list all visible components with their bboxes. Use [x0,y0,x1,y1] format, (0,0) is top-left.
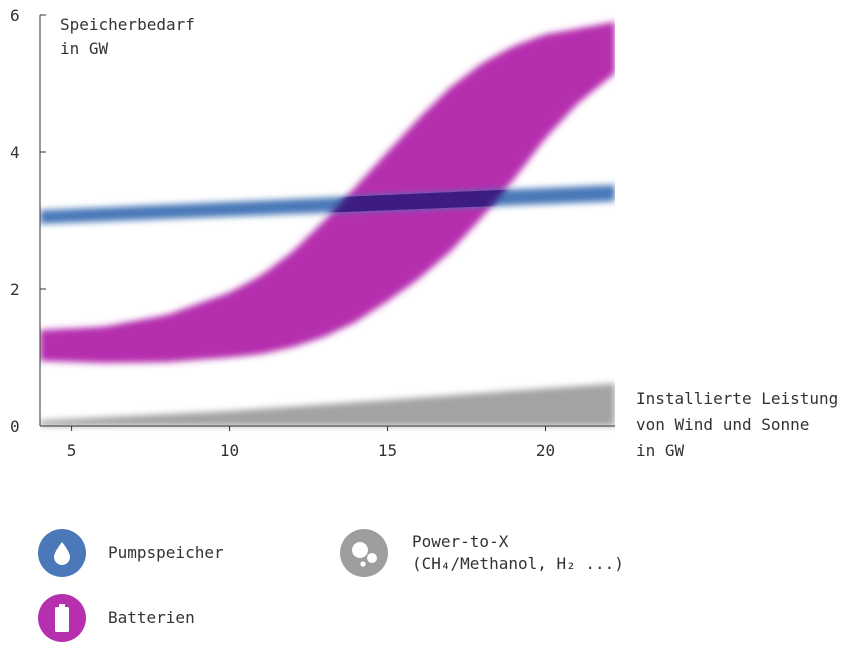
x-tick-label-10: 10 [220,441,239,460]
legend-label-power-to-x-line2: (CH₄/Methanol, H₂ ...) [412,554,624,573]
bubbles-icon [340,529,388,577]
water-drop-icon [38,529,86,577]
legend-item-batterien: Batterien [38,594,195,642]
x-tick-label-5: 5 [67,441,77,460]
legend-label-batterien: Batterien [108,608,195,627]
y-tick-label-4: 4 [10,143,20,162]
legend-label-power-to-x-line1: Power-to-X [412,532,509,551]
legend-label-pumpspeicher: Pumpspeicher [108,543,224,562]
y-tick-label-2: 2 [10,280,20,299]
x-axis-label-line2: von Wind und Sonne [636,415,809,434]
x-tick-label-15: 15 [378,441,397,460]
x-axis-label-line1: Installierte Leistung [636,389,838,408]
battery-icon [38,594,86,642]
legend-item-pumpspeicher: Pumpspeicher [38,529,224,577]
x-axis-label-line3: in GW [636,441,685,460]
y-axis-label-line2: in GW [60,39,109,58]
legend-item-power-to-x: Power-to-X (CH₄/Methanol, H₂ ...) [340,529,624,577]
band-batterien [40,21,615,364]
legend-label-power-to-x: Power-to-X (CH₄/Methanol, H₂ ...) [412,531,624,575]
y-tick-label-6: 6 [10,6,20,25]
data-bands [40,21,615,426]
storage-demand-chart: 0 2 4 6 5 10 15 20 Speicherbedarf in GW Install… [10,6,838,460]
x-tick-label-20: 20 [536,441,555,460]
y-axis-label-line1: Speicherbedarf [60,15,195,34]
band-power-to-x [40,383,615,426]
axes: 0 2 4 6 5 10 15 20 [10,6,615,460]
y-tick-label-0: 0 [10,417,20,436]
